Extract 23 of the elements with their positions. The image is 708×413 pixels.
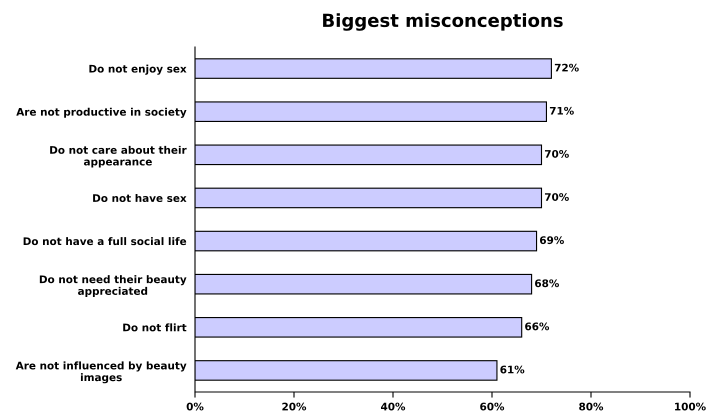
x-tick-label: 80% xyxy=(579,402,604,410)
x-tick-label: 40% xyxy=(381,402,406,410)
y-tick-label: Do not have a full social life xyxy=(24,237,186,246)
y-tick-label: Do not have sex xyxy=(93,194,187,202)
data-label: 70% xyxy=(544,193,569,201)
y-tick-label: Do not care about their appearance xyxy=(50,146,187,168)
data-label: 70% xyxy=(544,150,569,158)
x-tick-label: 60% xyxy=(480,402,504,410)
y-tick-label: Do not flirt xyxy=(123,323,186,332)
y-tick-label: Do not need their beauty appreciated xyxy=(40,275,186,297)
data-label: 66% xyxy=(525,322,550,330)
data-label: 68% xyxy=(535,279,559,288)
data-label: 71% xyxy=(550,106,574,115)
y-tick-label: Do not enjoy sex xyxy=(89,64,187,75)
data-label: 61% xyxy=(500,366,524,374)
x-tick-label: 100% xyxy=(675,402,706,410)
x-tick-label: 20% xyxy=(282,402,306,410)
data-label: 69% xyxy=(540,236,564,244)
chart-title: Biggest misconceptions xyxy=(323,13,563,31)
y-tick-label: Are not productive in society xyxy=(16,108,186,118)
x-tick-label: 0% xyxy=(186,402,204,410)
data-label: 72% xyxy=(554,64,579,72)
y-tick-label: Are not influenced by beauty images xyxy=(16,361,186,384)
